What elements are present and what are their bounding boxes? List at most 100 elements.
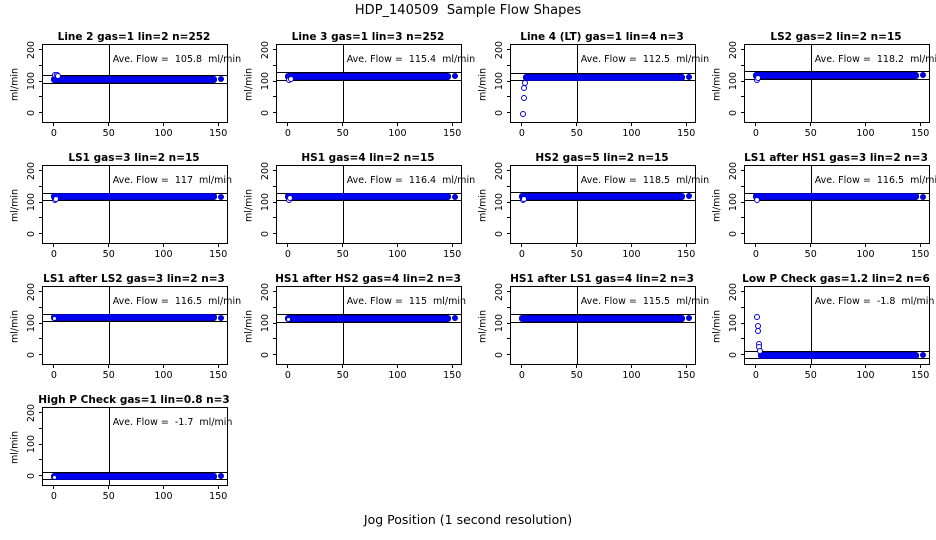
y-axis-tick bbox=[273, 322, 277, 324]
y-tick-label: 200 bbox=[260, 161, 271, 180]
y-tick-label: 200 bbox=[260, 40, 271, 59]
reference-hline-lower bbox=[277, 321, 461, 323]
subplot-title: HS2 gas=5 lin=2 n=15 bbox=[535, 152, 669, 164]
y-tick-label: 0 bbox=[728, 230, 739, 237]
y-axis-tick bbox=[39, 354, 43, 356]
reference-hline-upper bbox=[745, 71, 929, 73]
reference-vline bbox=[810, 166, 812, 243]
x-tick-label: 100 bbox=[388, 249, 407, 260]
x-axis-tick bbox=[396, 243, 398, 247]
ave-flow-annotation: Ave. Flow = 116.4 ml/min bbox=[346, 174, 476, 186]
plot-box: Ave. Flow = 116.5 ml/min 0 100 200 0 50 100 15… bbox=[712, 162, 936, 260]
x-axis-tick bbox=[451, 243, 453, 247]
reference-vline bbox=[576, 166, 578, 243]
y-tick-label: 100 bbox=[26, 72, 37, 91]
subplot-title: HS1 gas=4 lin=2 n=15 bbox=[301, 152, 435, 164]
reference-hline-upper bbox=[277, 314, 461, 316]
ave-flow-annotation: Ave. Flow = 115.4 ml/min bbox=[346, 53, 476, 65]
y-axis-tick bbox=[741, 306, 745, 308]
y-tick-label: 0 bbox=[260, 109, 271, 116]
y-axis-tick bbox=[273, 80, 277, 82]
x-axis-tick bbox=[162, 364, 164, 368]
y-axis-label: ml/min bbox=[711, 188, 723, 222]
subplot-title: LS2 gas=2 lin=2 n=15 bbox=[770, 31, 902, 43]
subplot-title: Line 4 (LT) gas=1 lin=4 n=3 bbox=[520, 31, 684, 43]
x-axis-tick bbox=[630, 122, 632, 126]
y-axis-tick bbox=[39, 201, 43, 203]
y-axis-tick bbox=[507, 201, 511, 203]
x-axis-tick bbox=[755, 122, 757, 126]
y-axis-tick bbox=[741, 49, 745, 51]
x-axis-tick bbox=[630, 364, 632, 368]
y-tick-label: 100 bbox=[494, 193, 505, 212]
y-tick-label: 100 bbox=[494, 72, 505, 91]
end-data-point bbox=[685, 74, 692, 81]
subplot-title: LS1 gas=3 lin=2 n=15 bbox=[68, 152, 200, 164]
x-axis-tick bbox=[342, 243, 344, 247]
reference-hline-upper bbox=[511, 314, 695, 315]
x-tick-label: 0 bbox=[284, 249, 291, 260]
x-axis-tick bbox=[521, 243, 523, 247]
y-axis-label: ml/min bbox=[477, 309, 489, 343]
reference-hline-upper bbox=[511, 192, 695, 194]
y-axis-tick bbox=[741, 322, 745, 324]
y-tick-label: 0 bbox=[494, 351, 505, 358]
reference-hline-upper bbox=[745, 192, 929, 194]
x-axis-tick bbox=[755, 243, 757, 247]
y-axis-label: ml/min bbox=[243, 309, 255, 343]
y-tick-label: 0 bbox=[26, 109, 37, 116]
reference-hline-lower bbox=[511, 199, 695, 201]
y-axis-tick bbox=[507, 217, 511, 219]
y-axis-tick bbox=[273, 354, 277, 356]
y-tick-label: 100 bbox=[728, 314, 739, 333]
reference-vline bbox=[108, 408, 110, 485]
data-point bbox=[287, 195, 294, 202]
data-band bbox=[50, 472, 218, 480]
plot-box: Ave. Flow = 115 ml/min 0 100 200 0 50 100 150 m… bbox=[244, 283, 467, 381]
y-axis-tick bbox=[273, 49, 277, 51]
reference-hline-lower bbox=[277, 79, 461, 81]
band-left-notch bbox=[52, 317, 56, 321]
x-axis-tick bbox=[396, 122, 398, 126]
y-axis-tick bbox=[273, 112, 277, 114]
data-band bbox=[752, 193, 920, 201]
subplot: HS2 gas=5 lin=2 n=15 Ave. Flow = 118.5 m… bbox=[468, 152, 710, 273]
subplot-title: Low P Check gas=1.2 lin=2 n=6 bbox=[742, 273, 930, 285]
y-axis-tick bbox=[507, 338, 511, 340]
x-tick-label: 50 bbox=[570, 249, 583, 260]
x-tick-label: 150 bbox=[677, 370, 696, 381]
x-axis-tick bbox=[396, 364, 398, 368]
y-axis-tick bbox=[39, 80, 43, 82]
reference-hline-lower bbox=[511, 80, 695, 82]
subplot-title: Line 2 gas=1 lin=2 n=252 bbox=[57, 31, 211, 43]
subplot-title: HS1 after LS1 gas=4 lin=2 n=3 bbox=[510, 273, 694, 285]
x-axis-tick bbox=[864, 364, 866, 368]
y-axis-tick bbox=[273, 306, 277, 308]
x-axis-tick bbox=[108, 243, 110, 247]
y-axis-tick bbox=[39, 233, 43, 235]
data-point bbox=[754, 196, 761, 203]
y-axis-tick bbox=[273, 170, 277, 172]
x-axis-tick bbox=[810, 122, 812, 126]
ave-flow-annotation: Ave. Flow = 105.8 ml/min bbox=[112, 53, 242, 65]
plot-box: Ave. Flow = 118.2 ml/min 0 100 200 0 50 100 15… bbox=[712, 41, 936, 139]
x-axis-tick bbox=[630, 243, 632, 247]
plot-box: Ave. Flow = 118.5 ml/min 0 100 200 0 50 100 15… bbox=[478, 162, 710, 260]
y-axis-tick bbox=[39, 443, 43, 445]
ave-flow-annotation: Ave. Flow = 118.5 ml/min bbox=[580, 174, 710, 186]
end-data-point bbox=[685, 315, 692, 322]
y-tick-label: 100 bbox=[260, 314, 271, 333]
y-tick-label: 100 bbox=[260, 72, 271, 91]
y-tick-label: 200 bbox=[728, 282, 739, 301]
x-tick-label: 150 bbox=[443, 249, 462, 260]
x-tick-label: 150 bbox=[209, 128, 228, 139]
y-tick-label: 200 bbox=[728, 161, 739, 180]
x-tick-label: 150 bbox=[677, 249, 696, 260]
y-axis-label: ml/min bbox=[243, 67, 255, 101]
data-point bbox=[287, 75, 294, 82]
x-tick-label: 0 bbox=[50, 370, 57, 381]
y-axis-tick bbox=[741, 354, 745, 356]
data-point bbox=[520, 95, 527, 102]
reference-hline-upper bbox=[43, 75, 227, 77]
